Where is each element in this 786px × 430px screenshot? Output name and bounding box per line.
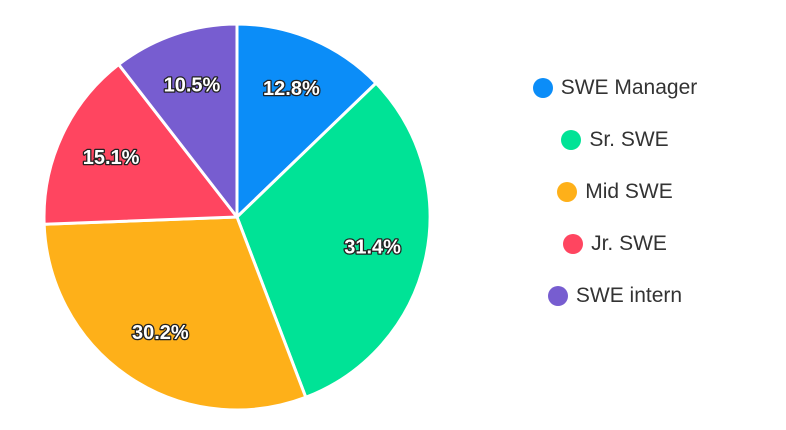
legend-item-swe-manager[interactable]: SWE Manager [470,62,760,114]
legend-label: Jr. SWE [591,232,667,255]
legend-marker-icon [563,234,584,254]
slice-data-label-mid-swe: 30.2% [132,322,189,344]
legend-item-jr-swe[interactable]: Jr. SWE [470,218,760,270]
legend-marker-icon [547,286,568,306]
pie-slices [42,22,432,412]
legend-label: SWE intern [575,284,683,307]
pie-slice-labels: 12.8% 31.4% 30.2% 15.1% 10.5% [81,73,402,345]
legend-label: SWE Manager [560,76,698,99]
pie-slice-swe-intern[interactable] [117,22,239,219]
legend-marker-icon [532,78,553,98]
legend-item-swe-intern[interactable]: SWE intern [470,270,760,322]
slice-data-label-sr-swe: 31.4% [344,236,401,258]
slice-data-label-swe-manager: 12.8% [263,78,320,100]
chart-legend: SWE Manager Sr. SWE Mid SWE Jr. SWE SWE inte… [470,62,760,322]
legend-marker-icon [561,130,582,150]
pie-slice-jr-swe[interactable] [42,63,239,226]
slice-data-label-jr-swe: 15.1% [83,147,140,169]
slice-data-label-swe-intern: 10.5% [164,75,221,97]
legend-label: Sr. SWE [589,128,669,151]
pie-slice-sr-swe[interactable] [235,81,432,399]
legend-marker-icon [557,182,578,202]
pie-slice-mid-swe[interactable] [42,215,308,412]
legend-item-mid-swe[interactable]: Mid SWE [470,166,760,218]
pie-slice-swe-manager[interactable] [235,22,378,219]
legend-item-sr-swe[interactable]: Sr. SWE [470,114,760,166]
legend-label: Mid SWE [585,180,673,203]
